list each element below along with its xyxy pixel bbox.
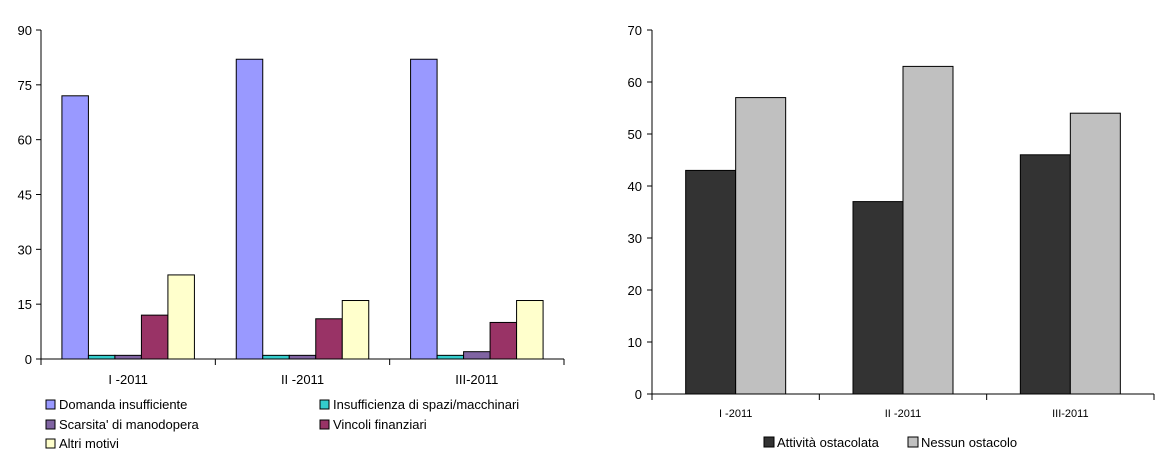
left-bar-altri xyxy=(341,300,370,360)
left-bar-domanda xyxy=(410,58,438,360)
left-bar-domanda xyxy=(235,58,264,360)
right-category-label: I -2011 xyxy=(719,408,752,420)
left-bar-manodopera xyxy=(288,354,317,360)
right-y-tick-label: 40 xyxy=(628,179,642,194)
left-y-tick-label: 0 xyxy=(25,352,32,367)
left-legend-swatch xyxy=(319,419,330,430)
left-legend-swatch xyxy=(45,438,56,449)
left-legend-swatch xyxy=(45,399,56,410)
left-category-label: III-2011 xyxy=(455,372,498,387)
right-bar-attivita-ostacolata xyxy=(852,201,904,395)
left-chart: 0 15 30 45 60 75 90 I -2011 II -2011 III-2011 Doma… xyxy=(18,23,565,451)
right-chart: 0 10 20 30 40 50 60 70 I -2011 II -2011 III-2011 At… xyxy=(628,23,1155,450)
right-legend-swatch xyxy=(763,436,775,448)
right-bar-attivita-ostacolata xyxy=(685,169,737,395)
right-y-tick-label: 50 xyxy=(628,127,642,142)
right-legend-label: Nessun ostacolo xyxy=(921,435,1017,450)
right-category-label: III-2011 xyxy=(1052,408,1089,420)
left-bar-altri xyxy=(167,274,195,360)
left-legend-label: Altri motivi xyxy=(59,436,119,451)
left-category-label: I -2011 xyxy=(108,372,148,387)
left-legend-label: Scarsita' di manodopera xyxy=(59,417,200,432)
left-bar-vincoli xyxy=(489,321,518,360)
right-bar-nessun-ostacolo xyxy=(902,65,954,395)
left-legend-label: Vincoli finanziari xyxy=(333,417,427,432)
left-y-tick-label: 60 xyxy=(18,133,32,148)
right-y-tick-label: 30 xyxy=(628,231,642,246)
right-bar-attivita-ostacolata xyxy=(1019,154,1071,395)
left-bar-vincoli xyxy=(315,318,343,360)
right-category-label: II -2011 xyxy=(885,408,922,420)
right-y-tick-label: 60 xyxy=(628,75,642,90)
right-y-tick-label: 70 xyxy=(628,23,642,38)
left-bar-manodopera xyxy=(114,354,142,360)
right-bar-nessun-ostacolo xyxy=(1069,112,1121,395)
left-y-tick-label: 30 xyxy=(18,242,32,257)
left-legend-swatch xyxy=(319,399,330,410)
left-category-label: II -2011 xyxy=(281,372,324,387)
left-bar-manodopera xyxy=(463,351,491,360)
left-legend-label: Domanda insufficiente xyxy=(59,397,187,412)
right-legend-swatch xyxy=(907,436,919,448)
right-legend-label: Attività ostacolata xyxy=(777,435,880,450)
left-bar-spazi xyxy=(87,354,116,360)
left-legend-label: Insufficienza di spazi/macchinari xyxy=(333,397,519,412)
left-legend-swatch xyxy=(45,419,56,430)
left-y-tick-label: 90 xyxy=(18,23,32,38)
left-bar-vincoli xyxy=(140,314,169,360)
left-bar-spazi xyxy=(436,354,465,360)
left-bar-spazi xyxy=(262,354,290,360)
right-y-tick-label: 10 xyxy=(628,335,642,350)
left-y-tick-label: 15 xyxy=(18,297,32,312)
right-y-tick-label: 20 xyxy=(628,283,642,298)
left-bar-domanda xyxy=(61,95,89,360)
right-bar-nessun-ostacolo xyxy=(735,97,787,395)
left-y-tick-label: 75 xyxy=(18,78,32,93)
left-bar-altri xyxy=(516,300,544,360)
left-y-tick-label: 45 xyxy=(18,188,32,203)
right-y-tick-label: 0 xyxy=(635,387,642,402)
